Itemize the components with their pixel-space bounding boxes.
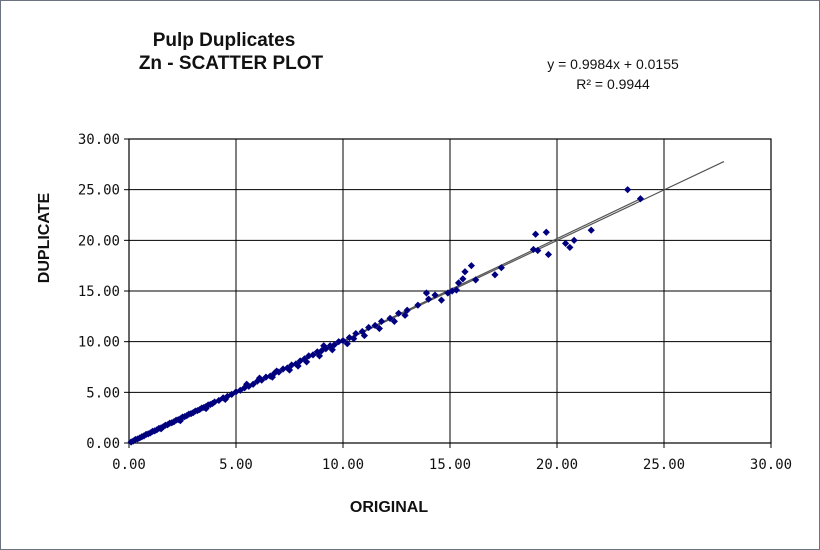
data-point bbox=[262, 373, 270, 381]
data-point bbox=[570, 236, 578, 244]
data-point bbox=[452, 286, 461, 294]
data-point bbox=[365, 323, 373, 332]
data-point bbox=[253, 377, 261, 385]
data-point bbox=[202, 404, 210, 413]
y-tick-label: 5.00 bbox=[86, 385, 120, 401]
data-point bbox=[542, 228, 550, 236]
data-point bbox=[183, 412, 191, 420]
data-point bbox=[315, 352, 324, 360]
data-point bbox=[300, 355, 309, 363]
data-point bbox=[401, 311, 409, 319]
data-point bbox=[437, 296, 446, 304]
x-tick-label: 0.00 bbox=[112, 457, 146, 473]
data-point bbox=[283, 364, 291, 372]
data-point bbox=[211, 398, 219, 406]
data-point bbox=[431, 291, 439, 299]
r-squared-label: R² = 0.9944 bbox=[576, 76, 650, 92]
data-point bbox=[454, 279, 463, 287]
data-point bbox=[561, 239, 570, 247]
data-point bbox=[208, 399, 217, 408]
data-point bbox=[176, 417, 184, 425]
x-tick-label: 5.00 bbox=[219, 457, 253, 473]
data-point bbox=[335, 338, 343, 346]
data-point bbox=[343, 340, 351, 348]
data-point bbox=[245, 382, 253, 390]
data-point bbox=[140, 432, 148, 440]
data-point bbox=[534, 246, 542, 255]
data-point bbox=[163, 421, 172, 429]
data-point bbox=[636, 195, 645, 203]
y-tick-label: 30.00 bbox=[78, 132, 120, 148]
plot-frame bbox=[128, 138, 772, 444]
data-point bbox=[375, 324, 383, 333]
trendline-equation: y = 0.9984x + 0.0155 bbox=[547, 56, 679, 72]
y-tick-label: 10.00 bbox=[78, 335, 120, 351]
data-point bbox=[240, 384, 249, 392]
data-point bbox=[422, 289, 431, 297]
data-point bbox=[268, 373, 276, 381]
data-point bbox=[461, 268, 469, 276]
data-point bbox=[390, 317, 398, 325]
data-point bbox=[403, 306, 411, 314]
data-point bbox=[255, 374, 264, 382]
data-point bbox=[170, 418, 178, 426]
data-point bbox=[221, 395, 229, 404]
y-axis-title: DUPLICATE bbox=[36, 192, 53, 283]
data-point bbox=[624, 186, 632, 194]
data-point bbox=[249, 380, 257, 388]
data-point bbox=[371, 321, 379, 330]
data-point bbox=[467, 262, 475, 270]
data-point bbox=[303, 358, 311, 366]
data-point bbox=[425, 295, 433, 303]
data-point bbox=[532, 230, 540, 238]
data-point bbox=[472, 276, 480, 284]
data-point bbox=[377, 317, 386, 325]
data-point bbox=[146, 429, 154, 437]
data-point bbox=[339, 337, 347, 345]
data-point bbox=[386, 314, 394, 322]
data-point bbox=[330, 341, 339, 349]
data-point bbox=[320, 342, 328, 350]
data-point bbox=[360, 331, 368, 340]
data-point bbox=[352, 329, 360, 338]
data-point bbox=[189, 409, 197, 417]
plot-area: 0.00 5.00 10.00 15.00 20.00 25.00 30.00 0.00 5.0… bbox=[78, 132, 792, 473]
data-point bbox=[491, 271, 499, 279]
data-point bbox=[292, 360, 300, 368]
data-point bbox=[395, 309, 403, 317]
x-tick-label: 30.00 bbox=[750, 457, 792, 473]
y-tick-label: 25.00 bbox=[78, 183, 120, 199]
data-point bbox=[309, 351, 317, 359]
y-tick-label: 15.00 bbox=[78, 284, 120, 300]
data-point bbox=[497, 264, 505, 272]
data-point bbox=[587, 226, 595, 234]
data-point bbox=[318, 347, 326, 355]
chart-subtitle: Zn - SCATTER PLOT bbox=[139, 53, 324, 74]
data-point bbox=[414, 301, 422, 309]
data-point bbox=[296, 357, 304, 365]
data-point bbox=[157, 425, 165, 433]
x-axis-title: ORIGINAL bbox=[350, 499, 428, 516]
x-tick-label: 10.00 bbox=[322, 457, 364, 473]
data-point bbox=[294, 362, 302, 370]
x-tick-label: 15.00 bbox=[429, 457, 471, 473]
x-tick-label: 20.00 bbox=[536, 457, 578, 473]
data-point bbox=[243, 380, 251, 388]
data-point bbox=[328, 346, 336, 354]
data-point bbox=[270, 369, 279, 377]
data-point bbox=[326, 342, 334, 350]
data-point bbox=[566, 243, 574, 252]
data-point bbox=[236, 386, 244, 394]
chart-title: Pulp Duplicates bbox=[153, 30, 296, 51]
data-point bbox=[273, 367, 281, 375]
data-point bbox=[350, 335, 358, 343]
y-tick-label: 20.00 bbox=[78, 233, 120, 249]
data-point bbox=[459, 275, 467, 283]
x-tick-label: 25.00 bbox=[643, 457, 685, 473]
data-point bbox=[285, 366, 294, 374]
y-tick-label: 0.00 bbox=[86, 436, 120, 452]
